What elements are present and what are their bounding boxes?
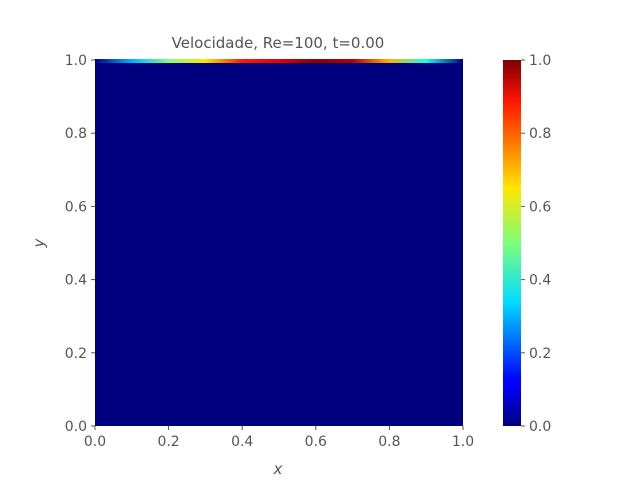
y-tick-label: 0.6: [65, 199, 87, 215]
y-tick-label: 0.0: [65, 419, 87, 435]
y-tick-label: 1.0: [65, 53, 87, 69]
x-tick-label: 0.2: [157, 434, 179, 450]
x-tick-label: 0.4: [231, 434, 253, 450]
y-tick-label: 0.8: [65, 126, 87, 142]
chart-title: Velocidade, Re=100, t=0.00: [172, 34, 385, 52]
colorbar-gradient: [503, 60, 521, 426]
velocity-field: [95, 60, 463, 426]
x-tick-label: 0.8: [378, 434, 400, 450]
colorbar: 0.0 0.2 0.4 0.6 0.8 1.0: [503, 53, 551, 435]
y-axis: 0.0 0.2 0.4 0.6 0.8 1.0: [65, 53, 95, 435]
colorbar-tick-label: 0.4: [529, 273, 551, 289]
colorbar-tick-label: 0.8: [529, 126, 551, 142]
colorbar-ticks: 0.0 0.2 0.4 0.6 0.8 1.0: [521, 53, 551, 435]
lid-velocity-band: [95, 59, 463, 63]
colorbar-tick-label: 0.0: [529, 419, 551, 435]
y-axis-label: y: [30, 237, 48, 248]
x-axis: 0.0 0.2 0.4 0.6 0.8 1.0: [84, 426, 474, 450]
x-axis-label: x: [273, 460, 283, 478]
x-tick-label: 0.0: [84, 434, 106, 450]
plot-area: [95, 59, 463, 426]
colorbar-tick-label: 0.2: [529, 346, 551, 362]
y-tick-label: 0.2: [65, 346, 87, 362]
x-tick-label: 0.6: [305, 434, 327, 450]
y-tick-label: 0.4: [65, 273, 87, 289]
x-tick-label: 1.0: [452, 434, 474, 450]
colorbar-tick-label: 0.6: [529, 199, 551, 215]
colorbar-tick-label: 1.0: [529, 53, 551, 69]
